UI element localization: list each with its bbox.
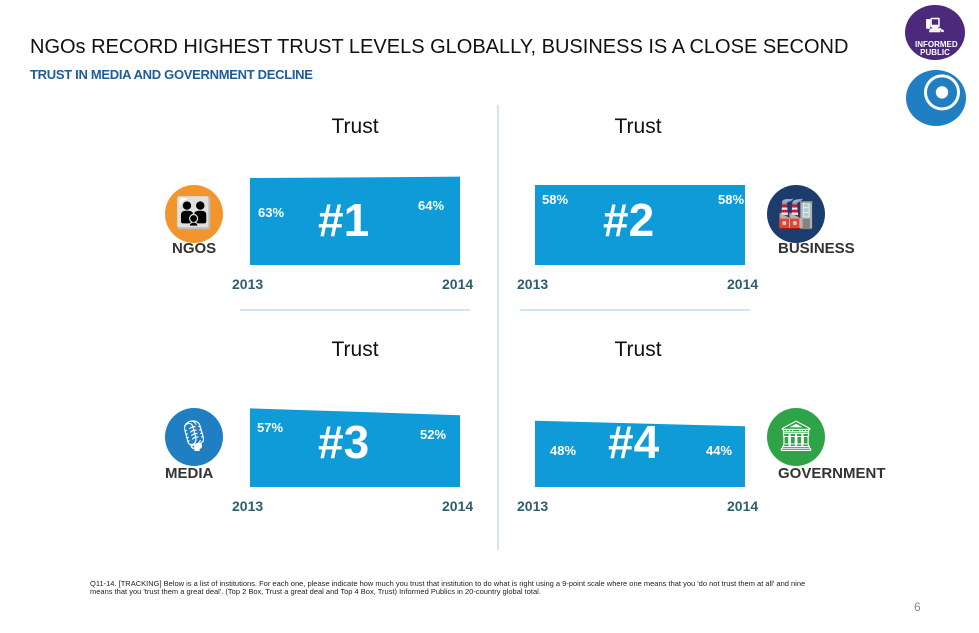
trust-heading: Trust — [331, 338, 379, 361]
trust-bar-business — [535, 184, 745, 265]
trust-heading: Trust — [331, 115, 379, 138]
horizontal-divider — [520, 309, 750, 311]
year-start: 2013 — [232, 498, 264, 514]
factory-icon: 🏭 — [767, 185, 825, 243]
year-end: 2014 — [442, 276, 474, 292]
vertical-divider — [497, 105, 499, 550]
institution-label: GOVERNMENT — [778, 465, 886, 482]
trust-bar-media — [250, 408, 460, 487]
rank-label: #2 — [603, 194, 655, 246]
rank-label: #4 — [608, 416, 660, 468]
page-subtitle: TRUST IN MEDIA AND GOVERNMENT DECLINE — [30, 67, 313, 82]
institution-label: BUSINESS — [778, 240, 855, 257]
footnote: Q11-14. [TRACKING] Below is a list of in… — [90, 579, 806, 596]
logo-text: INFORMED PUBLIC — [915, 40, 958, 57]
page-title: NGOs RECORD HIGHEST TRUST LEVELS GLOBALL… — [30, 36, 849, 58]
trust-heading: Trust — [614, 338, 662, 361]
trust-bar-ngos — [250, 176, 460, 265]
horizontal-divider — [240, 309, 470, 311]
trust-heading: Trust — [614, 115, 662, 138]
value-2014: 64% — [418, 198, 445, 213]
rank-label: #1 — [318, 194, 370, 246]
value-2013: 57% — [257, 420, 284, 435]
value-2013: 58% — [542, 192, 569, 207]
globe-icon — [906, 70, 966, 126]
year-end: 2014 — [442, 498, 474, 514]
microphone-icon: 🎙 — [165, 408, 223, 466]
value-2014: 44% — [706, 443, 733, 458]
page-number: 6 — [914, 600, 921, 614]
government-building-icon: 🏛 — [767, 408, 825, 466]
desk-person-icon: 🖳 — [925, 17, 945, 33]
year-end: 2014 — [727, 276, 759, 292]
institution-label: NGOS — [172, 240, 217, 257]
year-start: 2013 — [517, 276, 549, 292]
family-icon: 👪 — [165, 185, 223, 243]
value-2013: 48% — [550, 443, 577, 458]
value-2013: 63% — [258, 205, 285, 220]
institution-label: MEDIA — [165, 465, 214, 482]
year-start: 2013 — [232, 276, 264, 292]
value-2014: 52% — [420, 427, 447, 442]
trust-bar-government — [535, 420, 745, 487]
year-end: 2014 — [727, 498, 759, 514]
informed-public-logo: 🖳 INFORMED PUBLIC — [905, 5, 965, 60]
year-start: 2013 — [517, 498, 549, 514]
value-2014: 58% — [718, 192, 745, 207]
rank-label: #3 — [318, 416, 370, 468]
